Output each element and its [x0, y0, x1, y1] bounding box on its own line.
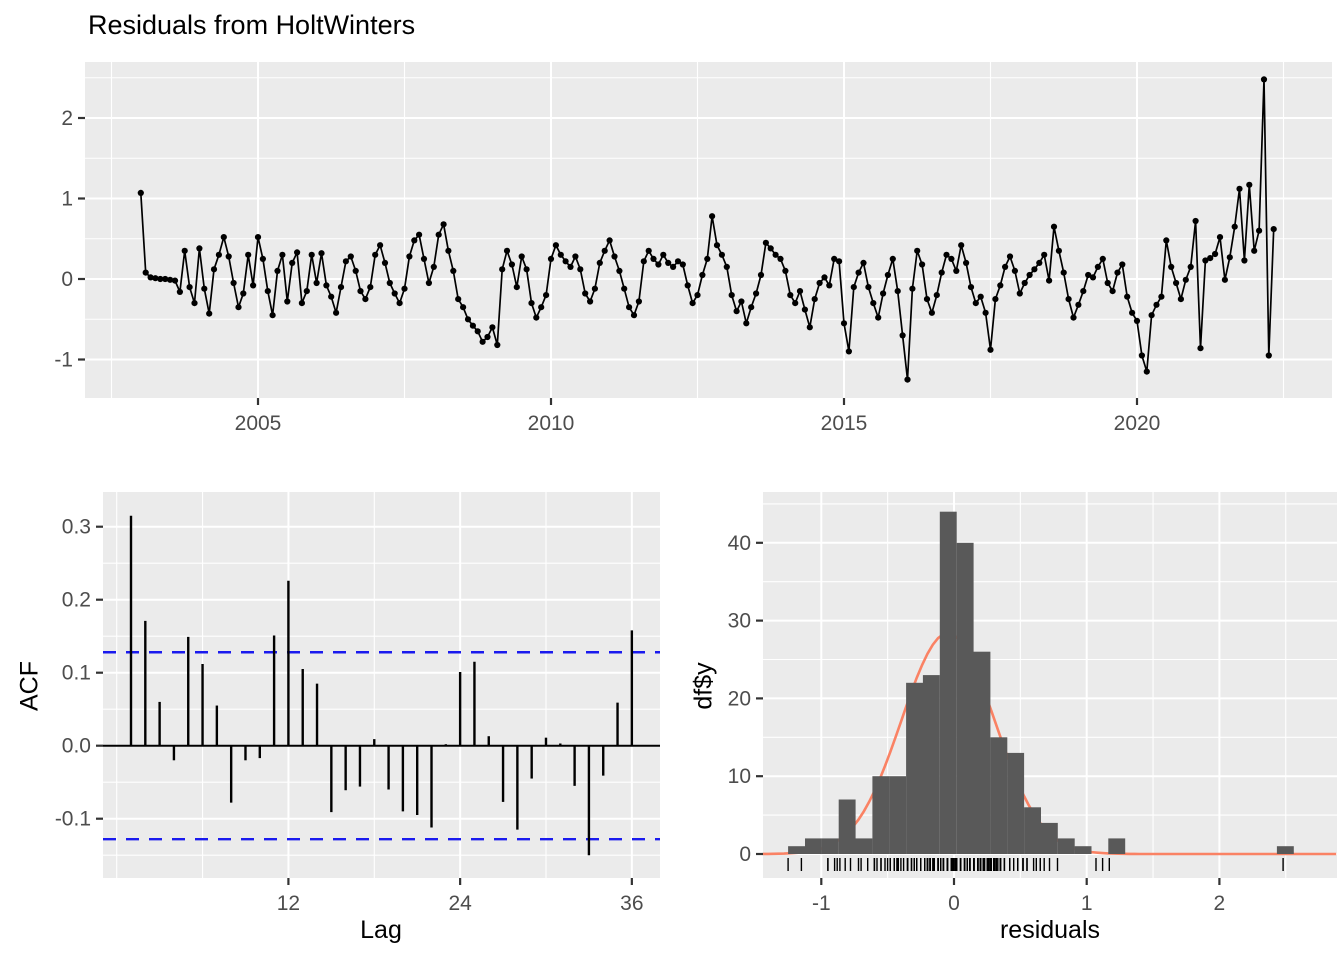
- acf-y-axis-title: ACF: [15, 661, 44, 711]
- y-tick-label: 0.1: [62, 662, 91, 685]
- acf-x-axis-title: Lag: [360, 916, 402, 944]
- residuals-line-panel: [85, 62, 1332, 398]
- y-tick-label: 0.2: [62, 589, 91, 612]
- histogram-bar: [1057, 838, 1075, 854]
- histogram-bar: [1108, 838, 1126, 854]
- hist-x-axis-title: residuals: [999, 916, 1101, 944]
- histogram-bar: [872, 776, 890, 854]
- y-tick-label: 10: [728, 765, 751, 788]
- histogram-bar: [821, 838, 839, 854]
- histogram-bar: [990, 737, 1008, 854]
- y-tick-label: 1: [61, 188, 73, 211]
- x-tick-label: 36: [620, 892, 643, 915]
- histogram-bar: [838, 799, 856, 854]
- x-tick-label: 2015: [821, 412, 868, 435]
- hist-y-axis-title: df$y: [689, 662, 718, 710]
- residuals-axis: 2005 2010 2015 2020 -1 0 1 2: [54, 107, 1160, 435]
- rug-marks: [787, 858, 1284, 871]
- histogram-bar: [906, 682, 923, 854]
- histogram-bar: [939, 511, 957, 854]
- x-tick-label: 1: [1081, 892, 1093, 915]
- y-tick-label: 40: [728, 532, 751, 555]
- acf-panel-background: [103, 492, 660, 878]
- histogram-bar: [1276, 846, 1294, 854]
- y-tick-label: -1: [54, 349, 73, 372]
- acf-bars: [129, 515, 634, 856]
- y-tick-label: 2: [61, 107, 73, 130]
- histogram-bars: [788, 511, 1294, 854]
- x-tick-label: 0: [948, 892, 960, 915]
- y-tick-label: 0.0: [62, 735, 91, 758]
- x-tick-label: 2020: [1114, 412, 1161, 435]
- histogram-panel-background: [763, 492, 1337, 878]
- histogram-bar: [956, 542, 974, 854]
- acf-panel: [103, 492, 660, 878]
- y-tick-label: 20: [728, 687, 751, 710]
- histogram-panel: [762, 492, 1337, 878]
- histogram-bar: [855, 838, 873, 854]
- y-tick-label: 0.3: [62, 516, 91, 539]
- residuals-points: [137, 76, 1277, 383]
- histogram-bar: [788, 846, 805, 854]
- histogram-bar: [1007, 752, 1025, 854]
- x-tick-label: 2005: [235, 412, 282, 435]
- y-tick-label: -0.1: [55, 808, 91, 831]
- histogram-bar: [973, 651, 991, 854]
- histogram-bar: [1074, 846, 1092, 854]
- histogram-bar: [805, 838, 822, 854]
- y-tick-label: 0: [739, 843, 751, 866]
- residuals-line-panel-background: [85, 62, 1332, 398]
- x-tick-label: 2: [1214, 892, 1226, 915]
- acf-axis: 12 24 36 -0.1 0.0 0.1 0.2 0.3: [55, 516, 644, 915]
- plot-title: Residuals from HoltWinters: [88, 10, 416, 40]
- x-tick-label: 12: [277, 892, 300, 915]
- histogram-bar: [1040, 822, 1058, 854]
- x-tick-label: 2010: [528, 412, 575, 435]
- x-tick-label: 24: [448, 892, 472, 915]
- histogram-bar: [922, 675, 940, 854]
- histogram-bar: [1024, 807, 1041, 854]
- y-tick-label: 30: [728, 610, 751, 633]
- x-tick-label: -1: [812, 892, 831, 915]
- histogram-bar: [889, 776, 907, 854]
- y-tick-label: 0: [61, 268, 73, 291]
